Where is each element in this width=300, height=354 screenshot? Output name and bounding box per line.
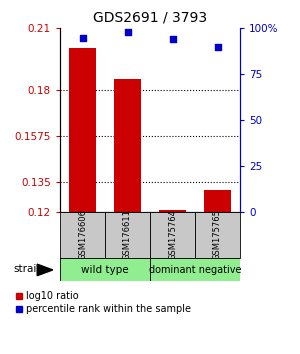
Polygon shape: [37, 264, 53, 276]
Point: [80, 35, 85, 40]
Bar: [159, 210, 186, 212]
Bar: [69, 48, 96, 212]
Bar: [195, 212, 240, 258]
Bar: [150, 258, 240, 281]
Text: GSM175764: GSM175764: [168, 209, 177, 260]
Bar: [60, 258, 150, 281]
Bar: [60, 212, 105, 258]
Text: GSM176611: GSM176611: [123, 209, 132, 260]
Text: dominant negative: dominant negative: [149, 265, 241, 275]
Point: [215, 44, 220, 50]
Text: wild type: wild type: [81, 265, 129, 275]
Text: strain: strain: [13, 264, 43, 274]
Bar: [114, 79, 141, 212]
Text: GSM176606: GSM176606: [78, 209, 87, 260]
Bar: [150, 212, 195, 258]
Bar: [204, 190, 231, 212]
Title: GDS2691 / 3793: GDS2691 / 3793: [93, 10, 207, 24]
Text: GSM175765: GSM175765: [213, 209, 222, 260]
Bar: [105, 212, 150, 258]
Legend: log10 ratio, percentile rank within the sample: log10 ratio, percentile rank within the …: [11, 287, 195, 318]
Point: [170, 36, 175, 42]
Point: [125, 29, 130, 35]
